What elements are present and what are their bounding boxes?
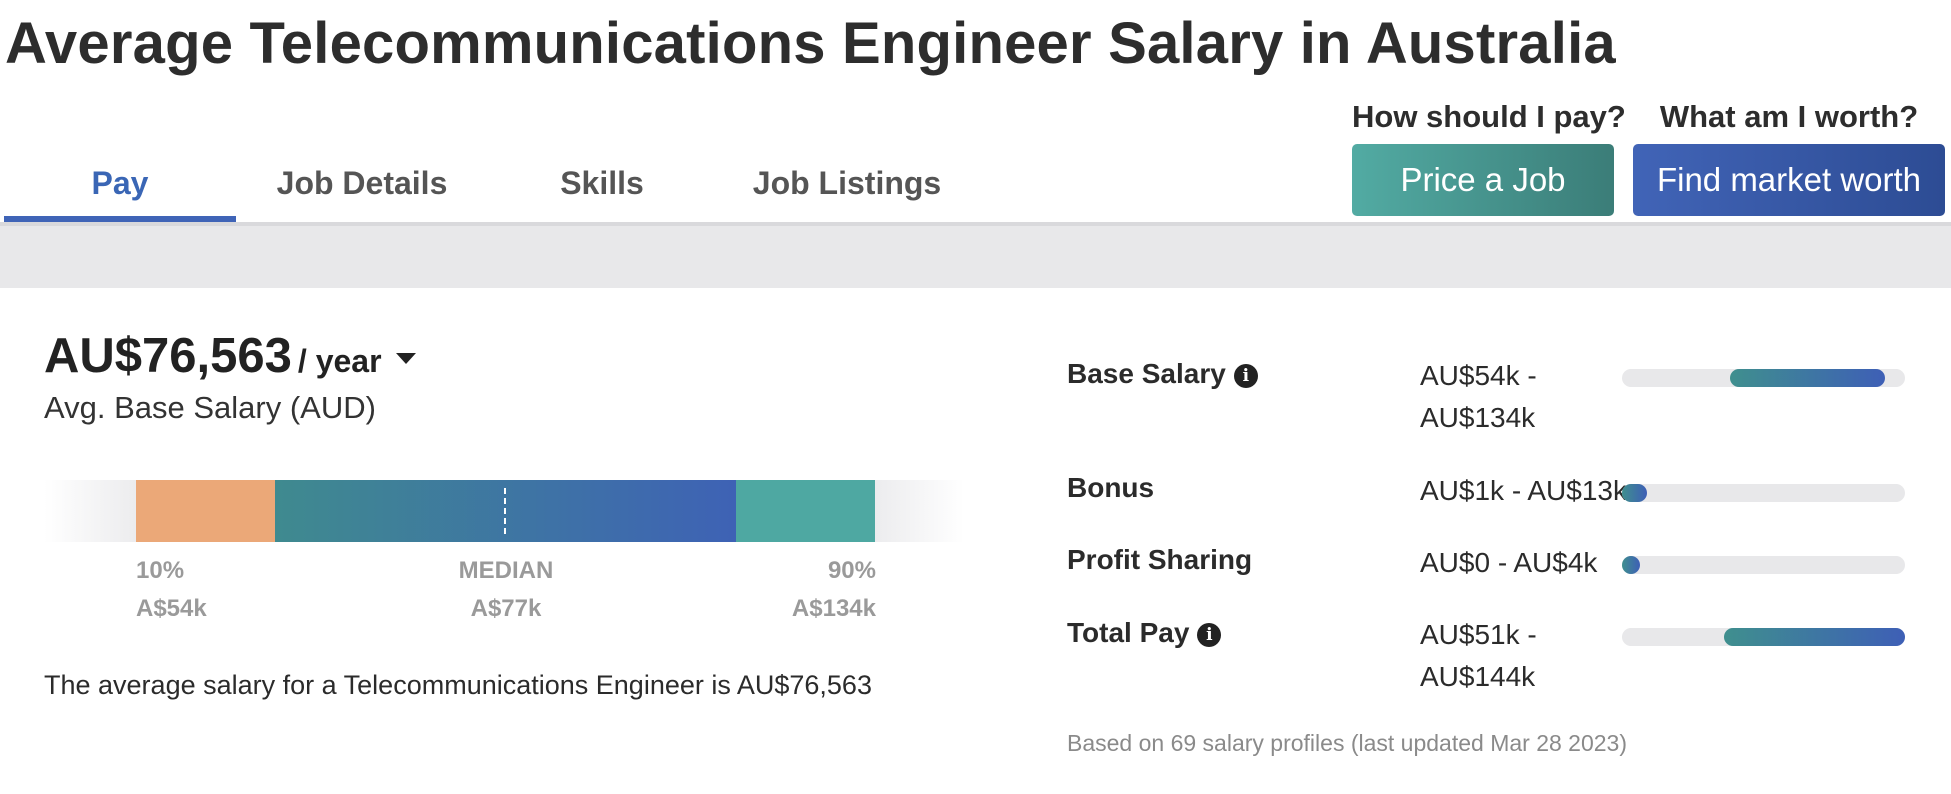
- median-label: MEDIAN: [458, 557, 554, 584]
- p90-tick: 90% A$134k: [776, 552, 876, 628]
- market-worth-question: What am I worth?: [1659, 99, 1919, 134]
- breakdown-range-bonus: AU$1k - AU$13k: [1420, 475, 1627, 506]
- breakdown-track-profit-sharing: [1622, 556, 1905, 574]
- p10-value: A$54k: [136, 595, 207, 622]
- distribution-fade-right: [875, 480, 964, 542]
- breakdown-fill: [1729, 369, 1886, 387]
- distribution-low-segment: [136, 480, 275, 542]
- price-a-job-button[interactable]: Price a Job: [1352, 144, 1614, 216]
- tab-skills[interactable]: Skills: [560, 165, 644, 201]
- p10-tick: 10% A$54k: [136, 552, 207, 628]
- p90-value: A$134k: [791, 595, 876, 622]
- salary-amount: AU$76,563: [44, 329, 292, 383]
- breakdown-range-total-pay: AU$51k - AU$144k: [1420, 619, 1537, 692]
- salary-summary: The average salary for a Telecommunicati…: [44, 670, 872, 700]
- breakdown-label-bonus: Bonus: [1067, 472, 1155, 503]
- pay-period-selector[interactable]: / year: [297, 343, 382, 379]
- salary-distribution-bar: [44, 480, 964, 542]
- distribution-high-segment: [736, 480, 875, 542]
- breakdown-range-profit-sharing: AU$0 - AU$4k: [1420, 547, 1598, 578]
- p90-label: 90%: [827, 557, 876, 584]
- tab-job-details[interactable]: Job Details: [276, 165, 448, 201]
- breakdown-fill: [1622, 484, 1648, 502]
- tab-pay[interactable]: Pay: [91, 165, 149, 201]
- find-market-worth-button[interactable]: Find market worth: [1633, 144, 1945, 216]
- distribution-fade-left: [44, 480, 136, 542]
- breakdown-track-base-salary: [1622, 369, 1905, 387]
- tab-bar: Pay Job Details Skills Job Listings: [4, 150, 944, 225]
- active-tab-indicator: [4, 216, 236, 222]
- tab-job-listings[interactable]: Job Listings: [752, 165, 942, 201]
- breakdown-track-bonus: [1622, 484, 1905, 502]
- breakdown-label-base-salary: Base Salary i: [1067, 358, 1258, 390]
- breakdown-fill: [1723, 628, 1905, 646]
- info-icon[interactable]: i: [1233, 364, 1258, 388]
- median-value: A$77k: [470, 595, 542, 622]
- market-worth-group: What am I worth? Find market worth: [1633, 98, 1945, 216]
- p10-label: 10%: [136, 557, 185, 584]
- salary-subtitle: Avg. Base Salary (AUD): [44, 390, 376, 425]
- breakdown-label-total-pay: Total Pay i: [1067, 617, 1222, 649]
- page-title: Average Telecommunications Engineer Sala…: [5, 11, 1616, 76]
- info-icon[interactable]: i: [1197, 623, 1222, 647]
- salary-headline: AU$76,563/ year: [44, 328, 416, 384]
- tabs-divider: [0, 222, 1951, 226]
- caret-down-icon[interactable]: [395, 353, 416, 364]
- breakdown-label-profit-sharing: Profit Sharing: [1067, 544, 1253, 575]
- price-job-question: How should I pay?: [1352, 99, 1626, 134]
- breakdown-fill: [1622, 556, 1640, 574]
- data-footnote: Based on 69 salary profiles (last update…: [1067, 730, 1627, 756]
- section-spacer: [0, 226, 1951, 288]
- median-marker: [504, 488, 506, 534]
- breakdown-track-total-pay: [1622, 628, 1905, 646]
- price-job-group: How should I pay? Price a Job: [1352, 98, 1626, 216]
- median-tick: MEDIAN A$77k: [456, 552, 556, 628]
- breakdown-range-base-salary: AU$54k - AU$134k: [1420, 360, 1537, 433]
